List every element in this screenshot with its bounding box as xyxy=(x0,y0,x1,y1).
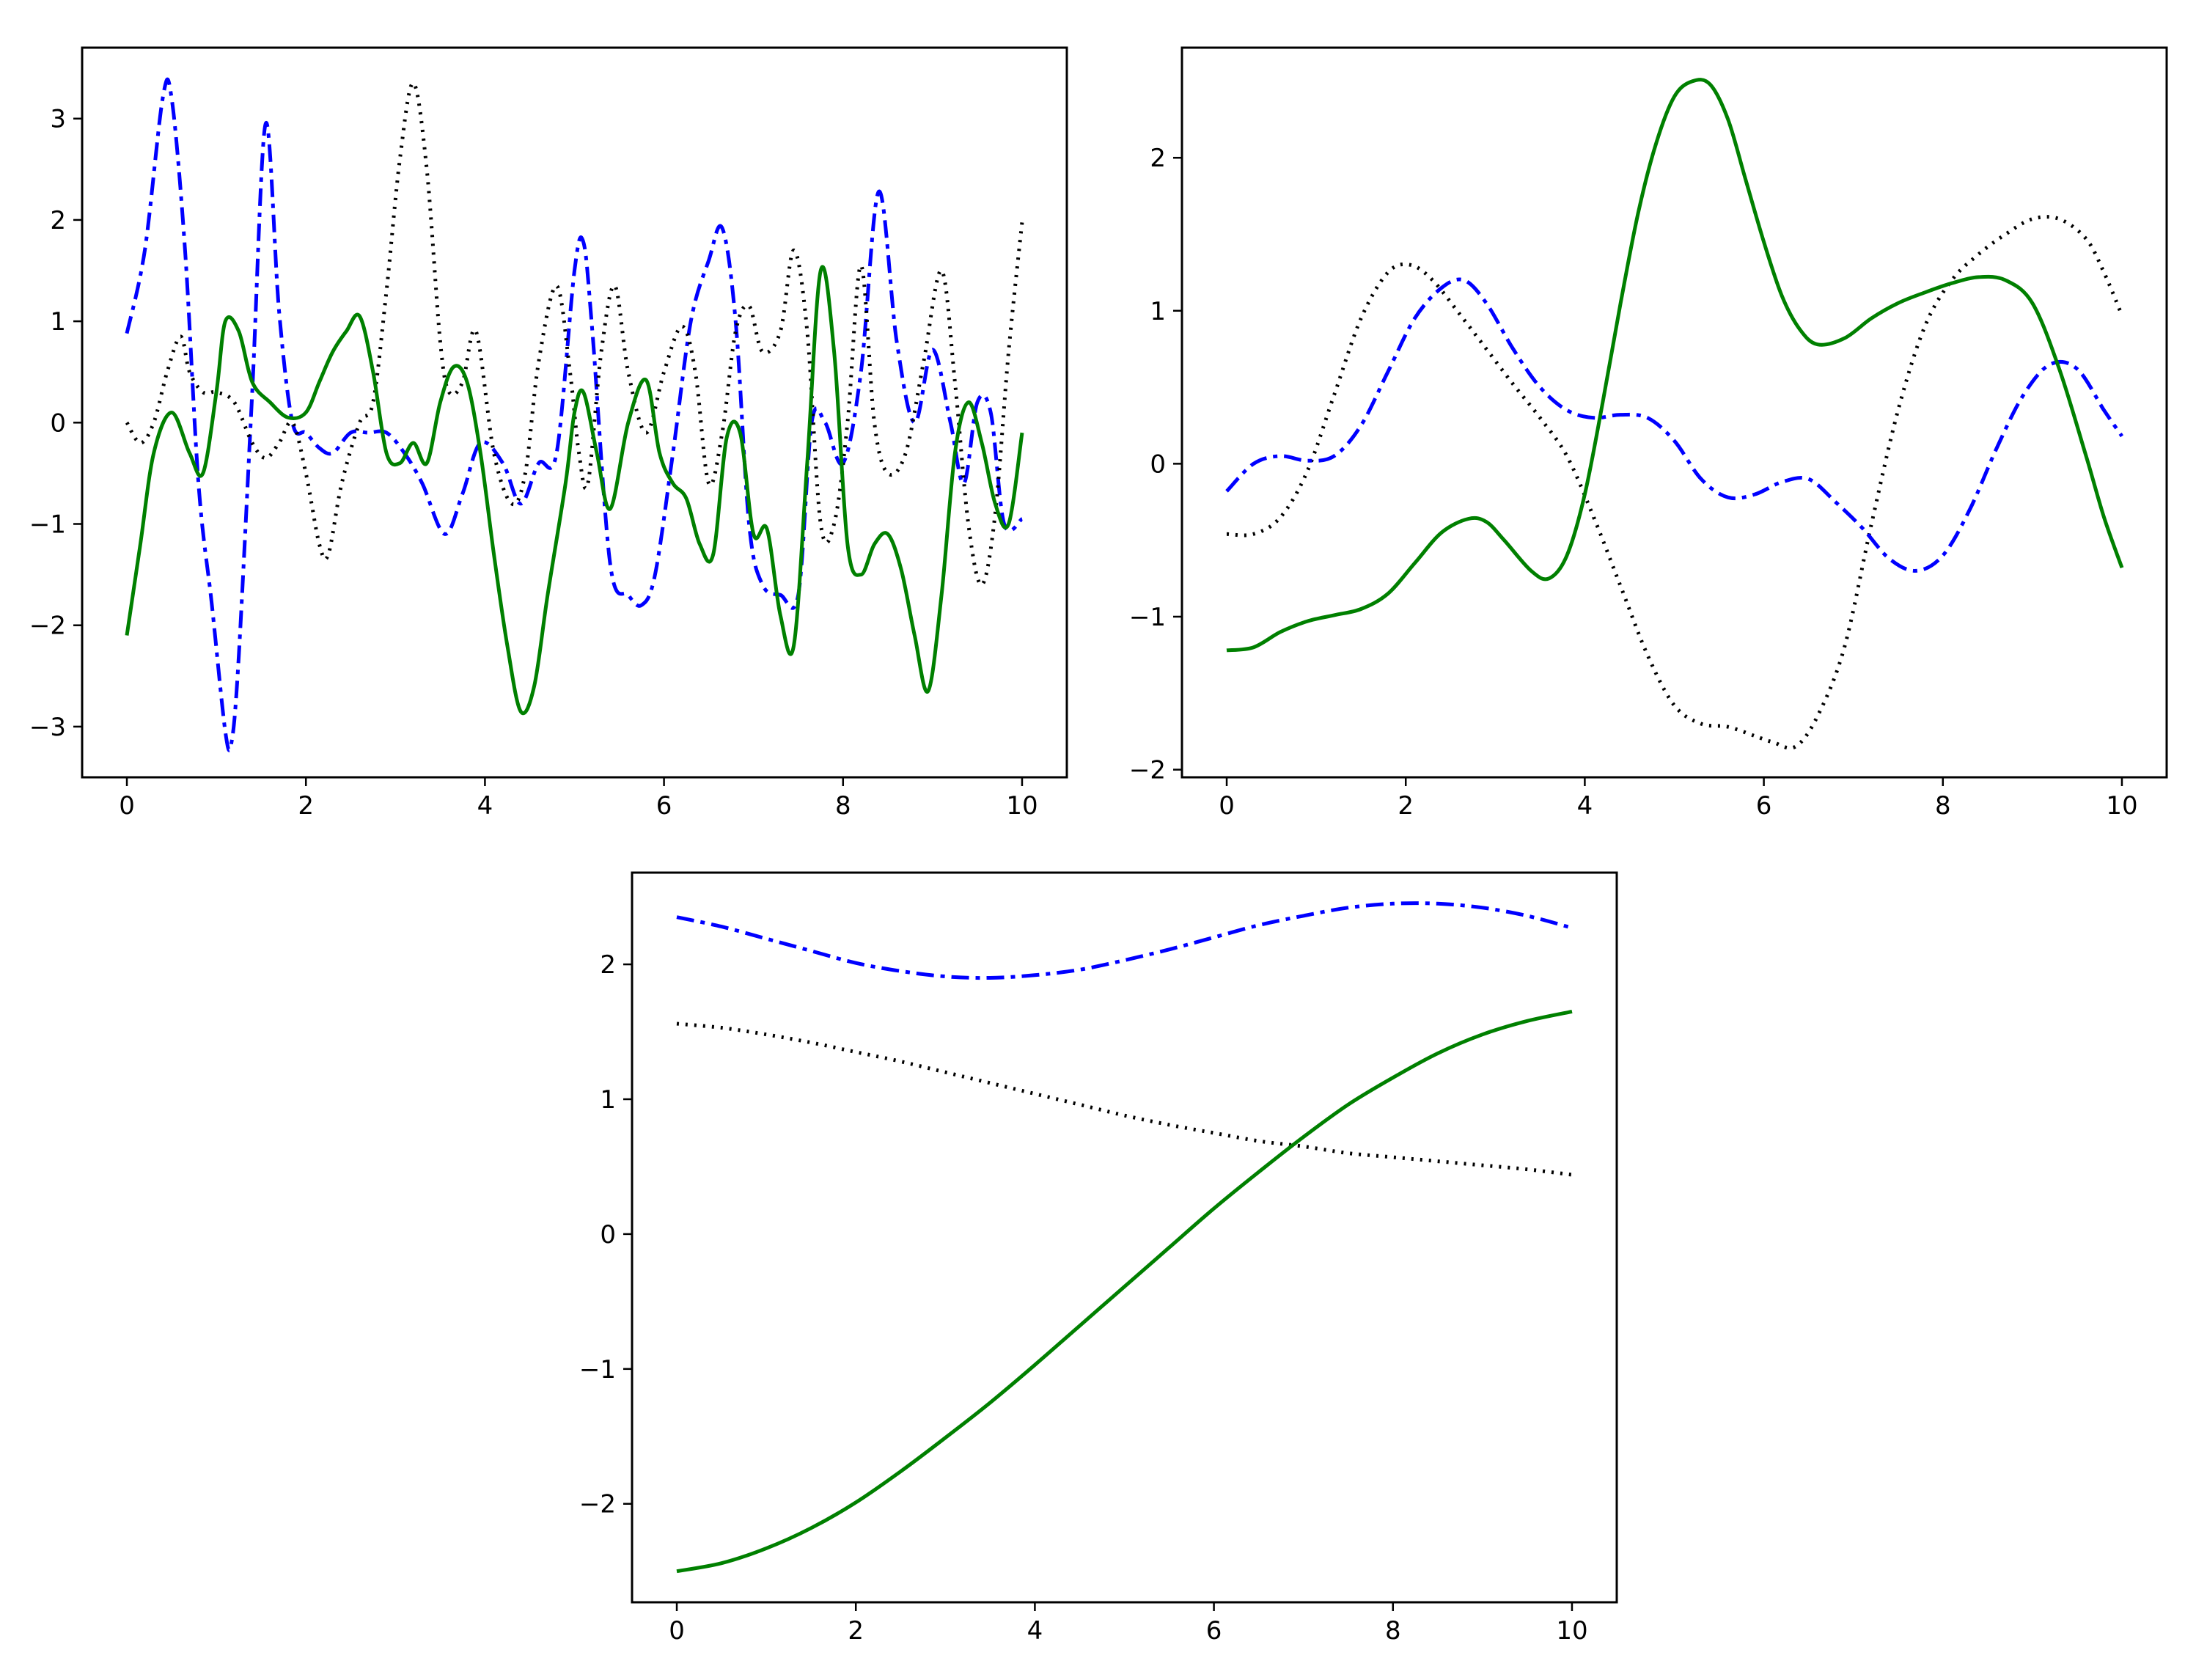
x-tick-label: 10 xyxy=(1556,1616,1587,1646)
y-tick-label: 0 xyxy=(600,1220,616,1250)
x-tick-label: 4 xyxy=(1577,791,1593,821)
y-tick-label: −1 xyxy=(1129,603,1166,632)
y-tick-label: 3 xyxy=(50,105,66,134)
y-tick-label: −1 xyxy=(579,1355,616,1384)
x-tick-label: 6 xyxy=(1206,1616,1222,1646)
subplot-2: 0 2 4 6 8 10 −2 −1 0 1 2 xyxy=(1129,46,2168,821)
plot-frame xyxy=(81,46,1068,779)
x-tick-label: 8 xyxy=(1935,791,1951,821)
y-tick-label: −2 xyxy=(29,612,66,641)
x-tick-label: 8 xyxy=(835,791,851,821)
x-tick-label: 4 xyxy=(1027,1616,1043,1646)
series-line-dotted xyxy=(676,1021,1573,1177)
y-tick-label: −2 xyxy=(1129,756,1166,785)
series-line-dashdot xyxy=(1225,277,2124,573)
x-tick-label: 6 xyxy=(1756,791,1772,821)
subplot-3: 0 2 4 6 8 10 −2 −1 0 1 2 xyxy=(579,871,1618,1646)
y-tick-label: 2 xyxy=(600,950,616,980)
plot-frame xyxy=(631,871,1618,1604)
y-tick-label: −1 xyxy=(29,510,66,540)
y-tick-label: 2 xyxy=(50,206,66,235)
series-line-dashdot xyxy=(125,77,1024,752)
x-tick-label: 10 xyxy=(2106,791,2137,821)
series-line-solid xyxy=(125,265,1024,715)
y-tick-label: −2 xyxy=(579,1490,616,1519)
series-line-solid xyxy=(1226,78,2124,653)
x-tick-label: 0 xyxy=(669,1616,685,1646)
y-tick-label: 1 xyxy=(1150,297,1166,326)
x-tick-label: 0 xyxy=(1219,791,1235,821)
x-tick-label: 10 xyxy=(1006,791,1038,821)
series-line-solid xyxy=(676,1009,1573,1574)
x-tick-label: 2 xyxy=(848,1616,864,1646)
plot-frame xyxy=(1180,46,2168,779)
x-tick-label: 8 xyxy=(1385,1616,1401,1646)
x-tick-label: 0 xyxy=(119,791,135,821)
series-line-dashdot xyxy=(676,901,1573,980)
y-tick-label: 1 xyxy=(50,307,66,337)
y-tick-label: 0 xyxy=(50,408,66,438)
y-tick-label: −3 xyxy=(29,713,66,742)
subplot-1: 0 2 4 6 8 10 −3 −2 −1 0 1 2 3 xyxy=(29,46,1068,821)
series-line-dotted xyxy=(1226,215,2124,750)
y-tick-label: 0 xyxy=(1150,450,1166,479)
x-tick-label: 2 xyxy=(298,791,314,821)
x-tick-label: 2 xyxy=(1398,791,1414,821)
y-tick-label: 1 xyxy=(600,1085,616,1115)
y-tick-label: 2 xyxy=(1150,144,1166,173)
x-tick-label: 6 xyxy=(656,791,672,821)
x-tick-label: 4 xyxy=(477,791,493,821)
